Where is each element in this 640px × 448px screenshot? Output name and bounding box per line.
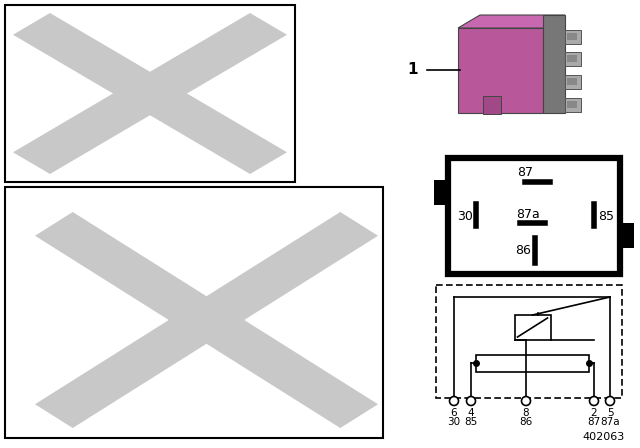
Bar bbox=[567, 101, 577, 108]
Text: 4: 4 bbox=[468, 408, 474, 418]
Text: 1: 1 bbox=[408, 63, 418, 78]
Text: 402063: 402063 bbox=[583, 432, 625, 442]
Polygon shape bbox=[13, 13, 287, 174]
Text: 87a: 87a bbox=[600, 417, 620, 427]
Text: 85: 85 bbox=[465, 417, 477, 427]
Text: 30: 30 bbox=[457, 210, 473, 223]
Bar bbox=[567, 78, 577, 85]
Bar bbox=[448, 158, 620, 274]
Polygon shape bbox=[35, 212, 378, 428]
Bar bbox=[5, 5, 295, 182]
Circle shape bbox=[605, 396, 614, 405]
Text: 30: 30 bbox=[447, 417, 461, 427]
Circle shape bbox=[467, 396, 476, 405]
Bar bbox=[567, 33, 577, 40]
Text: 2: 2 bbox=[591, 408, 597, 418]
Bar bbox=[565, 75, 581, 89]
Bar bbox=[565, 98, 581, 112]
Bar bbox=[434, 180, 448, 205]
Bar bbox=[565, 30, 581, 44]
Text: 87: 87 bbox=[588, 417, 600, 427]
Text: 85: 85 bbox=[598, 210, 614, 223]
Text: 87: 87 bbox=[517, 165, 533, 178]
Circle shape bbox=[449, 396, 458, 405]
Polygon shape bbox=[35, 212, 378, 428]
Polygon shape bbox=[458, 15, 565, 28]
Text: 5: 5 bbox=[607, 408, 613, 418]
Text: 8: 8 bbox=[523, 408, 529, 418]
Circle shape bbox=[522, 396, 531, 405]
Bar bbox=[483, 96, 501, 114]
Bar bbox=[543, 15, 565, 113]
Circle shape bbox=[589, 396, 598, 405]
Bar bbox=[567, 55, 577, 62]
Bar bbox=[458, 28, 543, 113]
Text: 87a: 87a bbox=[516, 207, 540, 220]
Text: 6: 6 bbox=[451, 408, 458, 418]
Text: 86: 86 bbox=[515, 245, 531, 258]
Bar bbox=[565, 52, 581, 66]
Text: 86: 86 bbox=[520, 417, 532, 427]
Bar bbox=[436, 285, 622, 398]
Bar bbox=[476, 355, 589, 372]
Bar bbox=[515, 315, 550, 340]
Bar bbox=[620, 223, 634, 248]
Polygon shape bbox=[13, 13, 287, 174]
Bar bbox=[5, 187, 383, 438]
